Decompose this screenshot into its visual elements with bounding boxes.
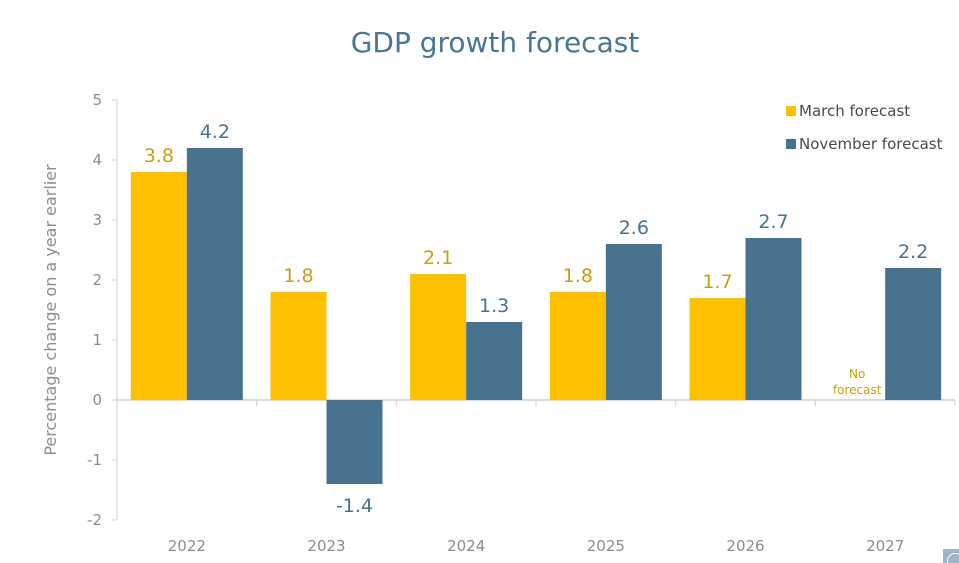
y-tick-label: 2: [92, 271, 102, 289]
x-tick-label: 2024: [447, 537, 485, 555]
data-label: 1.3: [479, 295, 509, 317]
legend-swatch-march-forecast: [786, 106, 796, 116]
x-tick-label: 2023: [307, 537, 345, 555]
x-tick-label: 2027: [866, 537, 904, 555]
y-tick-label: -1: [87, 451, 102, 469]
data-label: -1.4: [336, 495, 373, 517]
y-tick-label: -2: [87, 511, 102, 529]
y-tick-label: 3: [92, 211, 102, 229]
y-axis-label: Percentage change on a year earlier: [41, 164, 60, 456]
y-tick-label: 1: [92, 331, 102, 349]
bar-march-forecast-2023: [270, 292, 327, 400]
bar-march-forecast-2025: [549, 292, 606, 400]
bar-november-forecast-2023: [326, 400, 383, 484]
legend-swatch-november-forecast: [786, 139, 796, 149]
legend: March forecast November forecast: [786, 102, 943, 153]
x-tick-label: 2026: [726, 537, 764, 555]
data-label: 2.6: [619, 217, 649, 239]
y-tick-label: 4: [92, 151, 102, 169]
bar-november-forecast-2026: [745, 238, 802, 400]
y-tick-label: 5: [92, 91, 102, 109]
bar-march-forecast-2022: [130, 172, 187, 400]
data-label: 1.8: [283, 265, 313, 287]
bar-march-forecast-2024: [410, 274, 467, 400]
data-label: 2.7: [758, 211, 788, 233]
data-label: 1.7: [702, 271, 732, 293]
bar-november-forecast-2024: [466, 322, 523, 400]
bar-march-forecast-2026: [689, 298, 746, 400]
corner-badge-icon[interactable]: [943, 549, 959, 563]
no-forecast-note: forecast: [833, 383, 882, 397]
data-label: 1.8: [563, 265, 593, 287]
legend-label: March forecast: [799, 102, 910, 120]
data-labels: 3.8 1.8 2.1 1.8 1.7 4.2 -1.4 1.3 2.6 2.7 2.2 No fore…: [144, 121, 929, 517]
bar-november-forecast-2027: [885, 268, 942, 400]
no-forecast-note: No: [849, 367, 865, 381]
bar-november-forecast-2022: [186, 148, 243, 400]
data-label: 2.1: [423, 247, 453, 269]
bars: [130, 148, 942, 484]
y-tick-label: 0: [92, 391, 102, 409]
legend-label: November forecast: [799, 135, 943, 153]
x-tick-label: 2022: [168, 537, 206, 555]
x-tick-label: 2025: [587, 537, 625, 555]
bar-november-forecast-2025: [605, 244, 662, 400]
data-label: 3.8: [144, 145, 174, 167]
data-label: 2.2: [898, 241, 928, 263]
data-label: 4.2: [200, 121, 230, 143]
axes: 5 4 3 2 1 0 -1 -2 2022 2023 2024 2025 2026 2027: [87, 91, 956, 555]
chart-title: GDP growth forecast: [351, 26, 640, 59]
